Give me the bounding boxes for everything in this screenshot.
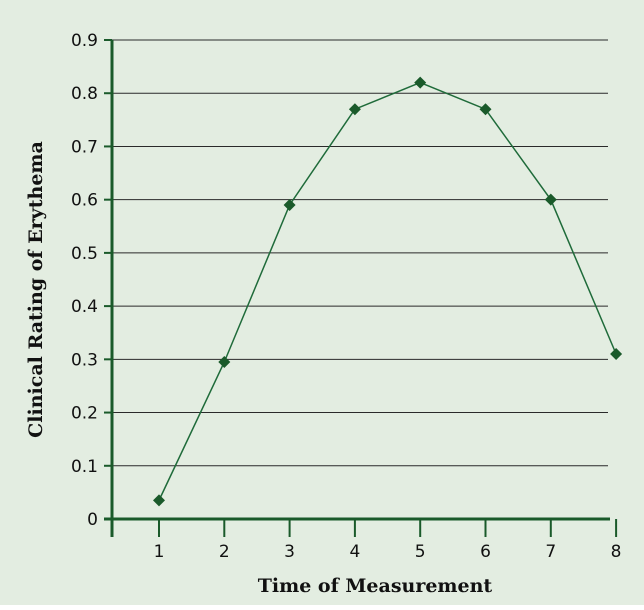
data-point xyxy=(479,103,492,116)
y-tick-labels: 0 0.1 0.2 0.3 0.4 0.5 0.6 0.7 0.8 0.9 xyxy=(71,31,98,530)
x-axis-title: Time of Measurement xyxy=(258,575,493,597)
y-tick-label: 0.6 xyxy=(71,191,98,211)
y-tick-label: 0.8 xyxy=(71,84,98,104)
data-point xyxy=(610,348,623,361)
y-tick-label: 0.9 xyxy=(71,31,98,51)
x-tick-label: 6 xyxy=(480,542,491,562)
x-tick-label: 3 xyxy=(284,542,295,562)
data-point xyxy=(283,198,296,211)
x-tick-label: 2 xyxy=(219,542,230,562)
data-series xyxy=(153,76,623,507)
x-tick-label: 1 xyxy=(154,542,165,562)
series-line xyxy=(158,81,617,501)
y-axis-title: Clinical Rating of Erythema xyxy=(25,141,47,438)
gridlines xyxy=(112,39,608,467)
x-tick-label: 4 xyxy=(349,542,360,562)
x-tick-label: 5 xyxy=(415,542,426,562)
y-tick-label: 0.1 xyxy=(71,457,98,477)
x-tick-label: 8 xyxy=(611,542,622,562)
data-point xyxy=(218,355,231,368)
data-point xyxy=(414,76,427,89)
axes xyxy=(104,39,618,537)
data-point xyxy=(153,494,165,507)
y-tick-label: 0.3 xyxy=(71,350,98,370)
data-point xyxy=(544,193,557,206)
y-tick-label: 0 xyxy=(87,510,98,530)
data-point xyxy=(348,103,361,116)
y-tick-label: 0.7 xyxy=(71,137,98,157)
x-tick-label: 7 xyxy=(545,542,556,562)
x-tick-labels: 1 2 3 4 5 6 7 8 xyxy=(154,542,622,562)
y-tick-label: 0.4 xyxy=(71,297,98,317)
y-tick-label: 0.5 xyxy=(71,244,98,264)
y-tick-label: 0.2 xyxy=(71,404,98,424)
